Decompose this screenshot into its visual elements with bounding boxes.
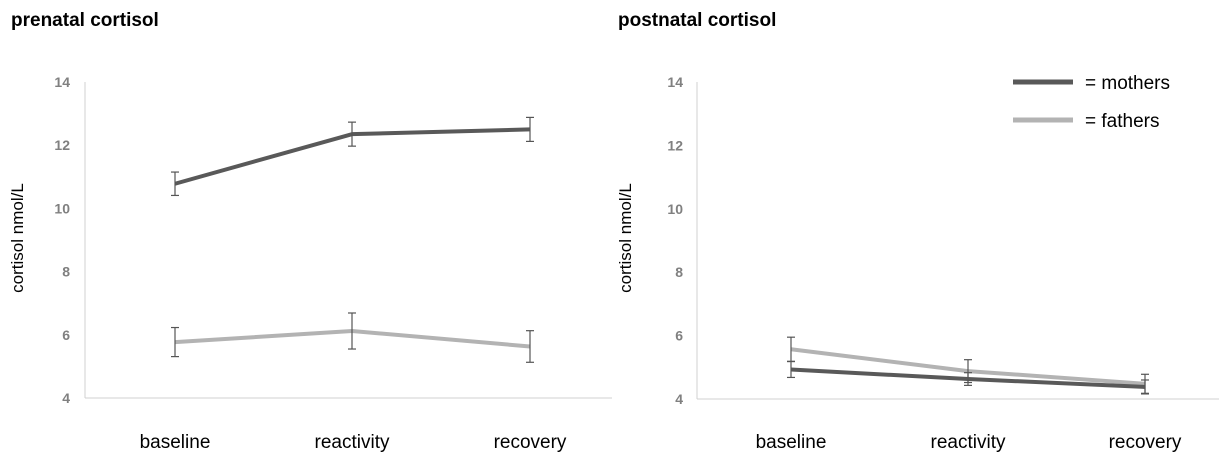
y-tick-label: 4 — [62, 390, 70, 406]
y-tick-label: 12 — [667, 137, 683, 153]
y-tick-label: 14 — [667, 74, 683, 90]
series-mothers — [787, 360, 1149, 395]
chart-title: prenatal cortisol — [11, 10, 159, 31]
x-tick-label: reactivity — [315, 432, 390, 453]
x-tick-label: recovery — [1109, 432, 1182, 453]
y-tick-label: 10 — [54, 200, 70, 216]
series-fathers — [171, 312, 534, 363]
x-tick-label: recovery — [494, 432, 567, 453]
y-tick-label: 6 — [675, 328, 683, 344]
legend: = mothers = fathers — [1013, 73, 1170, 132]
chart-svg: 4 6 8 10 12 14 baseline reactivity recovery — [54, 74, 612, 453]
x-tick-label: baseline — [140, 432, 211, 453]
chart-title: postnatal cortisol — [618, 10, 777, 31]
y-tick-label: 8 — [62, 264, 70, 280]
y-tick-label: 12 — [54, 137, 70, 153]
chart-panel-prenatal: prenatal cortisol cortisol nmol/L 4 6 8 10 1… — [8, 10, 612, 453]
y-tick-label: 14 — [54, 74, 70, 90]
x-tick-label: baseline — [756, 432, 827, 453]
y-tick-label: 4 — [675, 391, 683, 407]
y-tick-label: 6 — [62, 327, 70, 343]
x-tick-label: reactivity — [931, 432, 1006, 453]
chart-svg: 4 6 8 10 12 14 baseline reactivity recovery = mot… — [667, 73, 1219, 453]
y-tick-label: 10 — [667, 201, 683, 217]
series-mothers — [171, 116, 534, 197]
legend-label-fathers: = fathers — [1085, 111, 1159, 132]
y-tick-label: 8 — [675, 264, 683, 280]
chart-panel-postnatal: postnatal cortisol cortisol nmol/L 4 6 8 10… — [613, 0, 1226, 453]
legend-label-mothers: = mothers — [1085, 73, 1170, 94]
